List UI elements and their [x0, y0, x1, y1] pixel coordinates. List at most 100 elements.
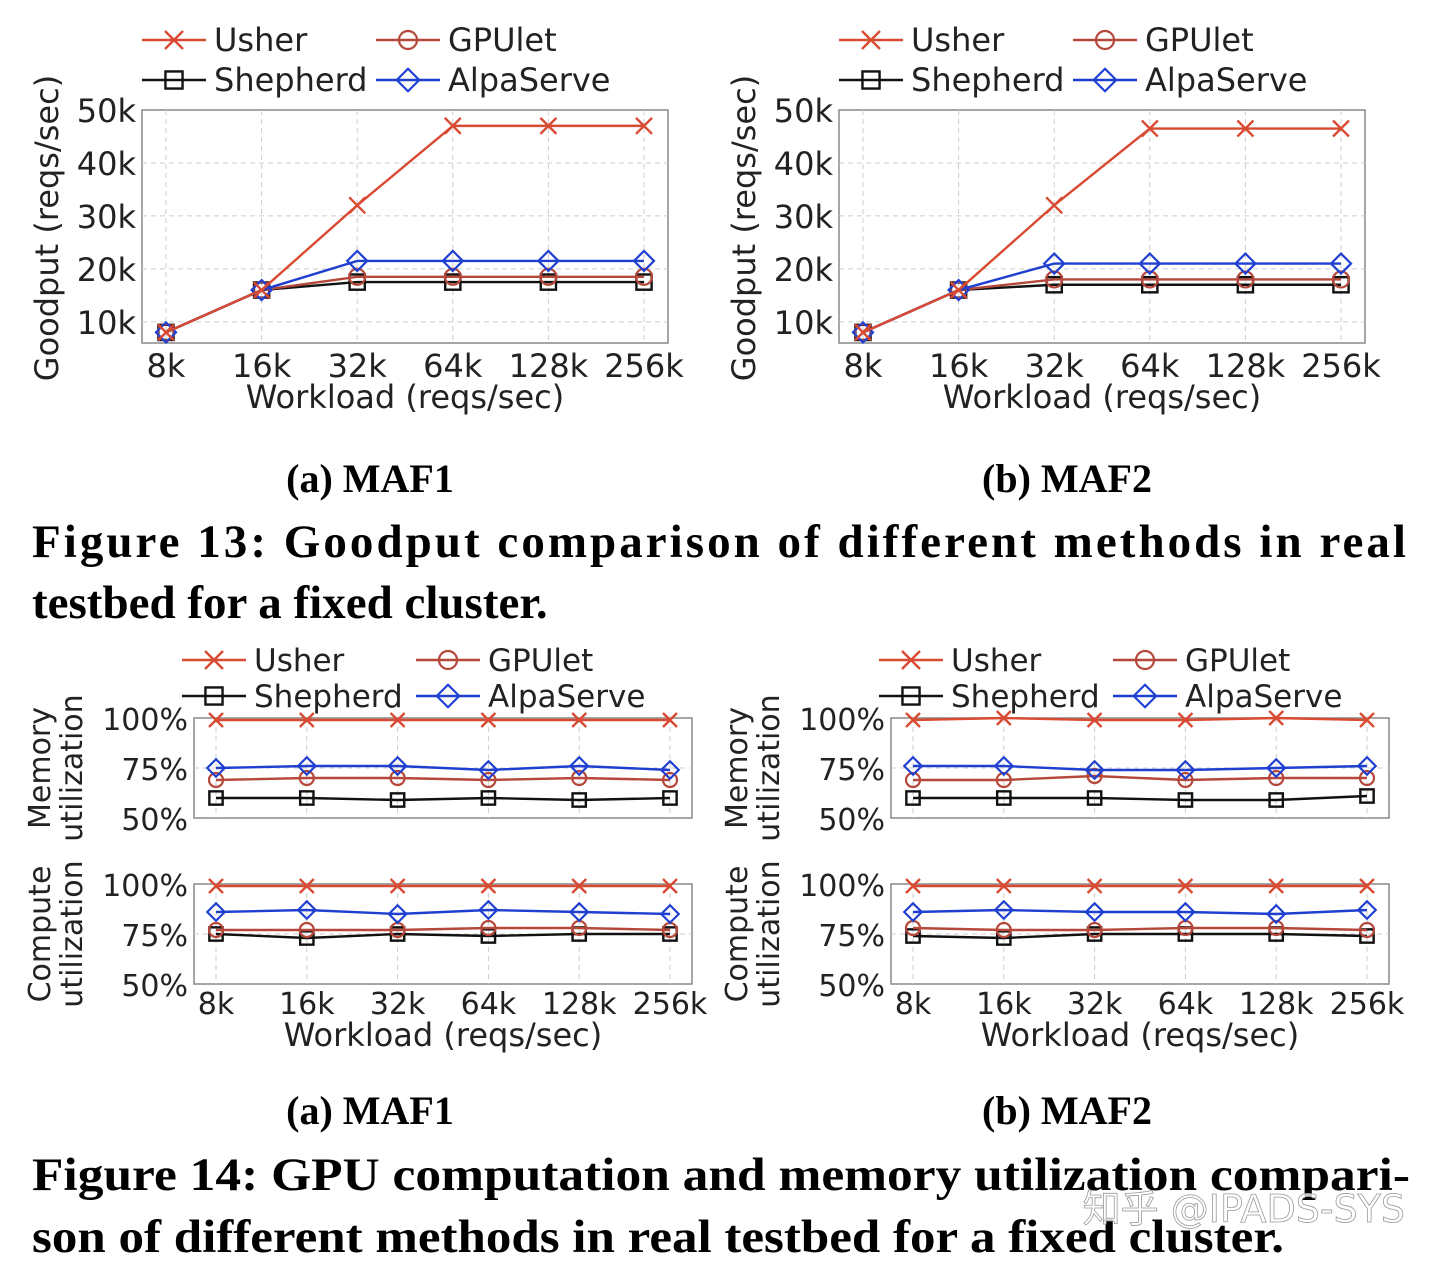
fig14a-compute-xtick-5: 256k [633, 987, 708, 1022]
fig13a-series-alpaserve-point-3 [441, 249, 465, 273]
fig14a-memory-ylabel-line1: Memory [23, 707, 58, 829]
fig14a-compute-series-usher-point-0 [208, 878, 224, 894]
fig14b-memory-series-gpulet-line [913, 774, 1367, 782]
fig14b-memory-ytick-2: 100% [799, 703, 885, 738]
fig13b-series-alpaserve-point-3 [1138, 252, 1162, 276]
fig14b-compute-series-usher-point-2 [1086, 878, 1103, 894]
fig14a-memory-series-alpaserve-point-1 [296, 755, 318, 777]
fig14b-legend-alpaserve-label: AlpaServe [1185, 679, 1342, 715]
fig14b-memory-series-usher-point-1 [995, 710, 1012, 726]
fig13a-series-gpulet-point-0 [156, 323, 176, 342]
fig14a-memory-ylabel-line2: utilization [55, 694, 90, 841]
fig14a-memory-series-alpaserve-point-2 [387, 755, 408, 777]
fig13a-series-usher-point-2 [348, 196, 367, 215]
fig14a-memory-ytick-1: 75% [121, 753, 188, 788]
fig13b-xtick-5: 256k [1301, 347, 1381, 385]
fig14a-compute-series-gpulet-point-0 [207, 921, 225, 939]
fig14b-memory-series-shepherd-point-3 [1177, 792, 1194, 808]
fig13b-xtick-3: 64k [1120, 347, 1180, 385]
fig13b-legend-alpaserve-marker [1092, 67, 1118, 93]
fig13b-series-shepherd-point-4 [1236, 275, 1255, 294]
fig14a-memory-series-gpulet-point-4 [571, 769, 588, 787]
fig14a-memory-ytick-2: 100% [102, 703, 188, 738]
fig14a-memory-series-gpulet-point-2 [389, 769, 406, 787]
fig14a-memory-series-shepherd-point-4 [571, 792, 588, 808]
fig13a-xtick-2: 32k [328, 347, 388, 385]
fig14b-compute-series-gpulet-point-2 [1086, 921, 1103, 939]
fig14b-compute-series-gpulet-point-1 [995, 921, 1012, 939]
fig13a-subcaption: (a) MAF1 [286, 456, 454, 501]
fig14a-memory-series-shepherd-point-5 [662, 790, 678, 806]
fig14a-compute-series-gpulet-point-1 [298, 921, 315, 939]
fig13a-series-gpulet-point-4 [539, 267, 558, 286]
fig13b-series-gpulet-point-3 [1140, 270, 1159, 289]
fig14a-memory-series-shepherd-point-1 [298, 790, 315, 806]
fig13a-ytick-0: 10k [77, 304, 137, 342]
figure14-caption: Figure 14: GPU computation and memory ut… [32, 1149, 1410, 1201]
fig13b-subcaption: (b) MAF2 [982, 456, 1152, 501]
fig14a-memory-series-alpaserve-point-0 [205, 757, 227, 779]
fig13b-series-alpaserve-point-1 [947, 278, 971, 302]
fig14a-compute-series-usher-point-5 [662, 878, 678, 894]
fig14b-legend-usher-label: Usher [951, 643, 1042, 679]
fig14b-memory-series-shepherd-line [913, 794, 1368, 802]
fig13b-legend-shepherd-marker [861, 70, 881, 90]
fig14a-legend-usher-marker [204, 650, 224, 670]
fig14a-compute-ytick-2: 100% [102, 869, 188, 904]
fig13b-legend-shepherd-label: Shepherd [911, 61, 1064, 99]
fig14b-compute-xtick-5: 256k [1330, 987, 1405, 1022]
fig14b-compute-series-gpulet-point-5 [1358, 921, 1376, 939]
fig14a-legend-shepherd-label: Shepherd [254, 679, 403, 715]
fig13b-series-usher-point-0 [854, 323, 872, 342]
fig14b-memory-series-alpaserve-point-3 [1175, 759, 1196, 781]
fig14b-memory-series-alpaserve-point-0 [902, 755, 924, 777]
fig14b-memory-series-shepherd-point-4 [1268, 792, 1285, 808]
fig14a-xlabel: Workload (reqs/sec) [284, 1016, 602, 1054]
fig13b-xlabel: Workload (reqs/sec) [943, 378, 1261, 416]
fig14b-compute-ytick-0: 50% [818, 969, 885, 1004]
fig14a-compute-series-alpaserve-point-5 [659, 903, 681, 925]
fig13b-series-shepherd-point-3 [1140, 275, 1159, 294]
fig13a-xtick-0: 8k [147, 347, 186, 385]
fig14b-subcaption: (b) MAF2 [982, 1088, 1152, 1133]
fig13b-legend-gpulet-label: GPUlet [1145, 21, 1254, 59]
fig14a-memory-series-alpaserve-point-3 [478, 759, 499, 781]
fig13a-series-usher-point-5 [635, 117, 653, 135]
fig13b-series-usher-point-4 [1236, 119, 1255, 138]
fig14b-legend-shepherd-marker [901, 686, 921, 706]
fig14b-memory-series-alpaserve-point-1 [993, 755, 1015, 777]
fig14a-memory-series-shepherd-line [216, 796, 671, 802]
fig13a-series-alpaserve-point-4 [536, 249, 560, 273]
fig14b-memory-series-usher-point-0 [905, 712, 921, 728]
fig14b-compute-series-gpulet-point-4 [1268, 919, 1285, 937]
fig14b-legend-shepherd-label: Shepherd [951, 679, 1100, 715]
fig13a-series-shepherd-point-5 [635, 273, 653, 291]
fig14a-memory-series-alpaserve-point-4 [568, 755, 590, 777]
fig13a-chart: 10k 20k 30k 40k 50k 8k 16k 32k 64k 128k 256k Worklo… [28, 21, 684, 416]
fig14a-legend-shepherd-marker [204, 686, 224, 706]
fig14b-memory-series-usher-point-3 [1177, 712, 1194, 728]
fig14a-memory-series-usher-point-1 [298, 712, 315, 728]
fig14a-compute-xtick-3: 64k [461, 987, 517, 1022]
fig14b-memory-ytick-1: 75% [818, 753, 885, 788]
fig14a-compute-xtick-0: 8k [198, 987, 235, 1022]
fig14b-compute-xtick-1: 16k [976, 987, 1032, 1022]
fig13b-ytick-1: 20k [774, 251, 834, 289]
fig13b-ylabel: Goodput (reqs/sec) [725, 75, 763, 381]
fig14a-compute-series-usher-point-4 [571, 878, 588, 894]
fig14b-compute-ytick-1: 75% [818, 919, 885, 954]
fig14b-compute-series-usher-point-5 [1359, 878, 1375, 894]
fig13a-legend-shepherd-marker [164, 70, 184, 90]
fig14b-memory-series-usher-line [912, 716, 1368, 722]
fig14b-compute-series-gpulet-line [912, 926, 1368, 932]
fig13b-series-alpaserve-point-5 [1329, 252, 1353, 276]
figure14-caption-line2: son of different methods in real testbed… [32, 1211, 1284, 1263]
fig13b-xtick-0: 8k [844, 347, 883, 385]
fig13a-series-gpulet-point-1 [252, 280, 271, 300]
fig14a-legend-gpulet-label: GPUlet [488, 643, 593, 679]
fig13b-series-shepherd-point-2 [1045, 275, 1063, 294]
fig14b-compute-series-alpaserve-point-4 [1265, 903, 1287, 925]
fig13a-series-gpulet-point-2 [348, 267, 367, 286]
fig14a-compute-series-alpaserve-point-0 [205, 901, 227, 923]
fig14b-compute-series-usher-point-0 [905, 878, 921, 894]
